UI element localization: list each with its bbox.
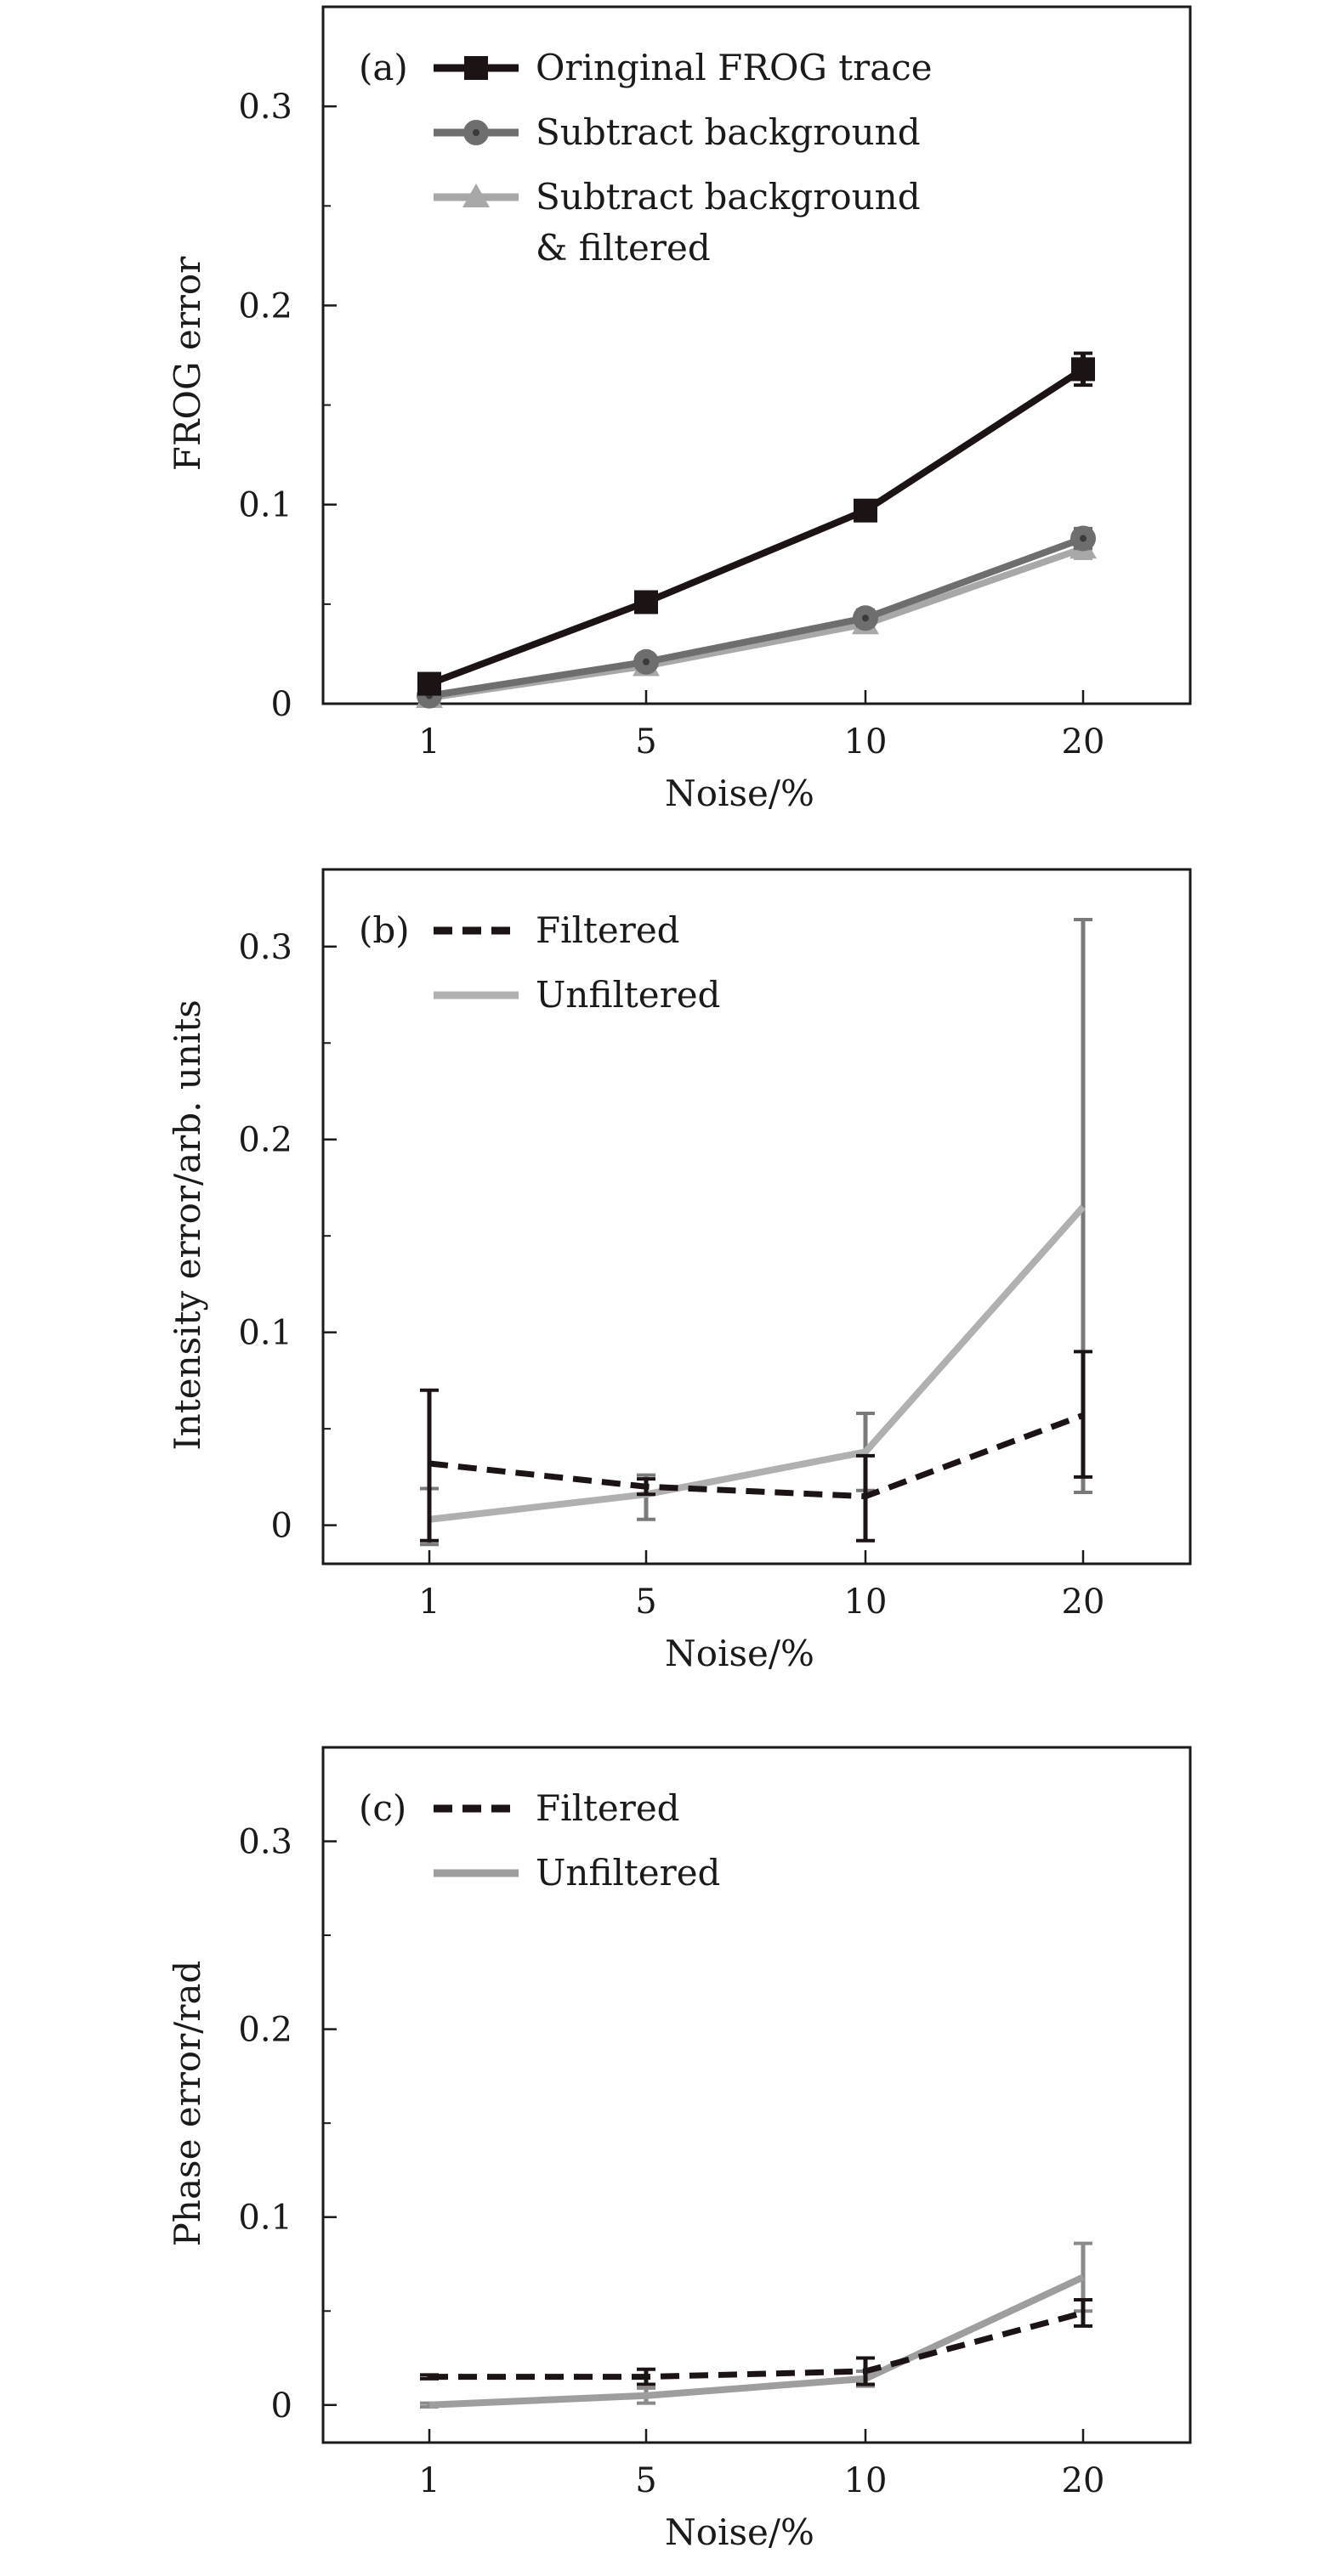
panel-label: (c)	[359, 1787, 406, 1829]
data-point	[854, 498, 877, 523]
legend-label: Filtered	[536, 1787, 680, 1829]
x-axis-title: Noise/%	[665, 2511, 814, 2553]
y-tick-label: 0	[271, 685, 292, 724]
x-axis-title: Noise/%	[665, 773, 814, 814]
legend: Filtered Unfiltered	[434, 909, 720, 1016]
legend-entry-subtract-background-filtered: Subtract background & filtered	[434, 176, 921, 269]
series-line	[428, 1204, 1086, 1523]
y-axis-title: Phase error/rad	[167, 1961, 208, 2247]
series-line	[428, 2273, 1085, 2409]
y-tick-label: 0.2	[238, 286, 292, 326]
legend-label: Unfiltered	[536, 974, 720, 1016]
series-unfiltered	[420, 2241, 1092, 2409]
legend-entry-unfiltered: Unfiltered	[434, 1852, 720, 1894]
series-line	[428, 366, 1086, 688]
legend-entry-filtered: Filtered	[434, 909, 680, 951]
data-point	[634, 590, 658, 614]
series-filtered	[420, 2297, 1092, 2386]
y-tick-label: 0.3	[238, 88, 292, 127]
panel-label: (b)	[359, 909, 410, 951]
plot-frame	[321, 5, 1192, 705]
y-tick-label: 0.2	[238, 2011, 292, 2050]
y-tick-label: 0.3	[238, 928, 292, 967]
y-tick-label: 0	[271, 1507, 292, 1546]
plot-frame	[321, 1746, 1192, 2444]
series-line	[429, 2310, 1084, 2381]
data-point	[1071, 357, 1095, 382]
series-oringinal-frog-trace	[417, 351, 1095, 696]
legend-label: & filtered	[536, 227, 711, 269]
legend-label: Subtract background	[536, 176, 921, 218]
legend: Filtered Unfiltered	[434, 1787, 720, 1894]
x-tick-label: 1	[418, 722, 440, 761]
x-axis-title: Noise/%	[665, 1633, 814, 1674]
y-tick-label: 0.1	[238, 1314, 292, 1353]
legend-entry-oringinal-frog-trace: Oringinal FROG trace	[434, 47, 933, 88]
chart-panel-c: 0 0.1 0.2 0.3 1 5 10 20 Noise/% Phase error/rad (c…	[167, 1746, 1192, 2553]
x-tick-label: 20	[1062, 2461, 1105, 2500]
y-tick-label: 0.3	[238, 1823, 292, 1862]
data-point	[417, 671, 441, 696]
legend-marker-center	[473, 129, 479, 136]
legend-marker	[462, 184, 490, 207]
legend-entry-subtract-background: Subtract background	[434, 111, 921, 153]
legend-entry-unfiltered: Unfiltered	[434, 974, 720, 1016]
data-point-center	[643, 658, 650, 665]
series-line	[428, 1412, 1085, 1500]
x-tick-label: 1	[418, 1582, 440, 1622]
x-tick-label: 20	[1062, 722, 1105, 761]
y-tick-label: 0.1	[238, 2199, 292, 2238]
x-tick-label: 5	[635, 1582, 656, 1622]
chart-panel-a: 0 0.1 0.2 0.3 1 5 10 20 Noise/% FROG error (a) Orin…	[167, 5, 1192, 814]
plot-frame	[321, 868, 1192, 1565]
legend-label: Oringinal FROG trace	[536, 47, 933, 88]
series-unfiltered	[420, 918, 1092, 1547]
series-line	[428, 535, 1085, 699]
x-tick-label: 5	[635, 2461, 656, 2500]
legend-label: Subtract background	[536, 111, 921, 153]
x-tick-label: 5	[635, 722, 656, 761]
x-tick-label: 10	[844, 2461, 888, 2500]
chart-panel-b: 0 0.1 0.2 0.3 1 5 10 20 Noise/% Intensity error/a…	[167, 868, 1192, 1674]
y-tick-label: 0.2	[238, 1121, 292, 1160]
x-tick-label: 20	[1062, 1582, 1105, 1622]
legend-label: Filtered	[536, 909, 680, 951]
x-tick-label: 1	[418, 2461, 440, 2500]
legend-marker	[464, 56, 488, 80]
series-filtered	[420, 1350, 1092, 1543]
y-axis-title: Intensity error/arb. units	[167, 999, 208, 1451]
y-tick-label: 0.1	[238, 486, 292, 525]
y-tick-label: 0	[271, 2386, 292, 2426]
panel-label: (a)	[359, 47, 408, 88]
legend-entry-filtered: Filtered	[434, 1787, 680, 1829]
legend-label: Unfiltered	[536, 1852, 720, 1894]
data-point-center	[1080, 535, 1087, 542]
x-tick-label: 10	[844, 1582, 888, 1622]
y-axis-title: FROG error	[167, 256, 208, 471]
data-point-center	[862, 614, 869, 622]
x-tick-label: 10	[844, 722, 888, 761]
